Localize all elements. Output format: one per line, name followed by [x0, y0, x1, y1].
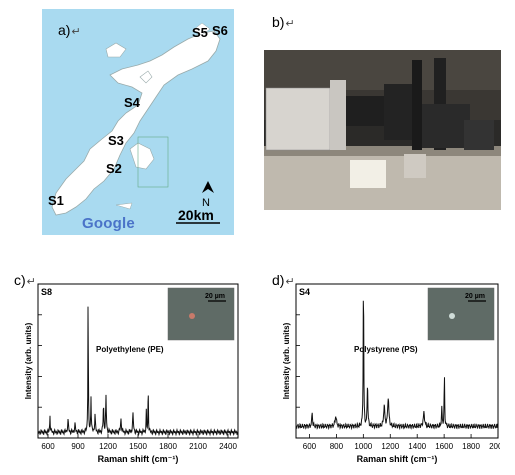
polymer-annotation: Polyethylene (PE): [96, 345, 164, 354]
north-arrow-icon: [202, 181, 214, 193]
spectrum-series-line: [295, 300, 499, 431]
return-mark-icon: ↵: [26, 276, 36, 288]
return-mark-icon: ↵: [285, 276, 295, 288]
x-tick-label: 2100: [189, 442, 207, 451]
site-label-s5: S5: [192, 25, 208, 40]
x-tick-label: 600: [303, 442, 317, 451]
x-tick-label: 1800: [159, 442, 177, 451]
x-tick-label: 1500: [129, 442, 147, 451]
sample-label: S8: [41, 287, 52, 297]
x-tick-label: 600: [41, 442, 55, 451]
x-tick-label: 800: [330, 442, 344, 451]
inset-micrograph: [427, 287, 495, 341]
site-label-s1: S1: [48, 193, 64, 208]
x-tick-label: 1200: [99, 442, 117, 451]
site-label-s4: S4: [124, 95, 140, 110]
x-tick-label: 1400: [408, 442, 426, 451]
google-logo: Google: [82, 215, 135, 232]
raman-instrument-photo: [264, 50, 501, 210]
panel-c-label: c)↵: [14, 272, 36, 288]
panel-c-letter: c): [14, 272, 26, 288]
return-mark-icon: ↵: [285, 18, 295, 30]
site-label-s2: S2: [106, 161, 122, 176]
panel-a-label: a)↵: [58, 22, 81, 38]
x-tick-label: 1000: [354, 442, 372, 451]
y-axis-label: Intensity (arb. units): [24, 322, 33, 399]
x-tick-label: 1800: [462, 442, 480, 451]
raman-spectrum-pe-chart: 600 900 1200 1500 1800 2100 2400 S8 20 µm Polyeth…: [24, 283, 239, 464]
x-axis-label: Raman shift (cm⁻¹): [98, 454, 179, 464]
x-tick-label: 1200: [381, 442, 399, 451]
x-axis-label: Raman shift (cm⁻¹): [357, 454, 438, 464]
inset-scale-label: 20 µm: [465, 293, 485, 300]
site-label-s6: S6: [212, 23, 228, 38]
panel-d-letter: d): [272, 272, 285, 288]
return-mark-icon: ↵: [71, 26, 81, 38]
x-tick-label: 900: [71, 442, 85, 451]
polymer-annotation: Polystyrene (PS): [354, 345, 418, 354]
panel-b-letter: b): [272, 14, 285, 30]
x-tick-label: 1600: [435, 442, 453, 451]
spectrum-series-line: [37, 306, 239, 437]
sample-label: S4: [299, 287, 310, 297]
okinawa-map: S5 S6 S4 S3 S2 S1 N 20km Google: [42, 9, 234, 235]
x-tick-label: 2400: [219, 442, 237, 451]
panel-a-letter: a): [58, 22, 71, 38]
y-axis-label: Intensity (arb. units): [282, 322, 291, 399]
inset-micrograph: [167, 287, 235, 341]
north-label: N: [202, 197, 210, 209]
particle-spot: [189, 313, 195, 319]
instrument-illustration: [264, 50, 501, 210]
panel-d-label: d)↵: [272, 272, 295, 288]
particle-spot: [449, 313, 455, 319]
google-logo-text: Google: [82, 215, 135, 232]
x-tick-label: 2000: [489, 442, 500, 451]
scale-label: 20km: [178, 207, 214, 223]
panel-b-label: b)↵: [272, 14, 295, 30]
raman-spectrum-ps-chart: 600 800 1000 1200 1400 1600 1800 2000 S4 20 µm Pol…: [282, 283, 500, 464]
site-label-s3: S3: [108, 133, 124, 148]
island-outline: [51, 22, 221, 224]
inset-scale-label: 20 µm: [205, 293, 225, 300]
